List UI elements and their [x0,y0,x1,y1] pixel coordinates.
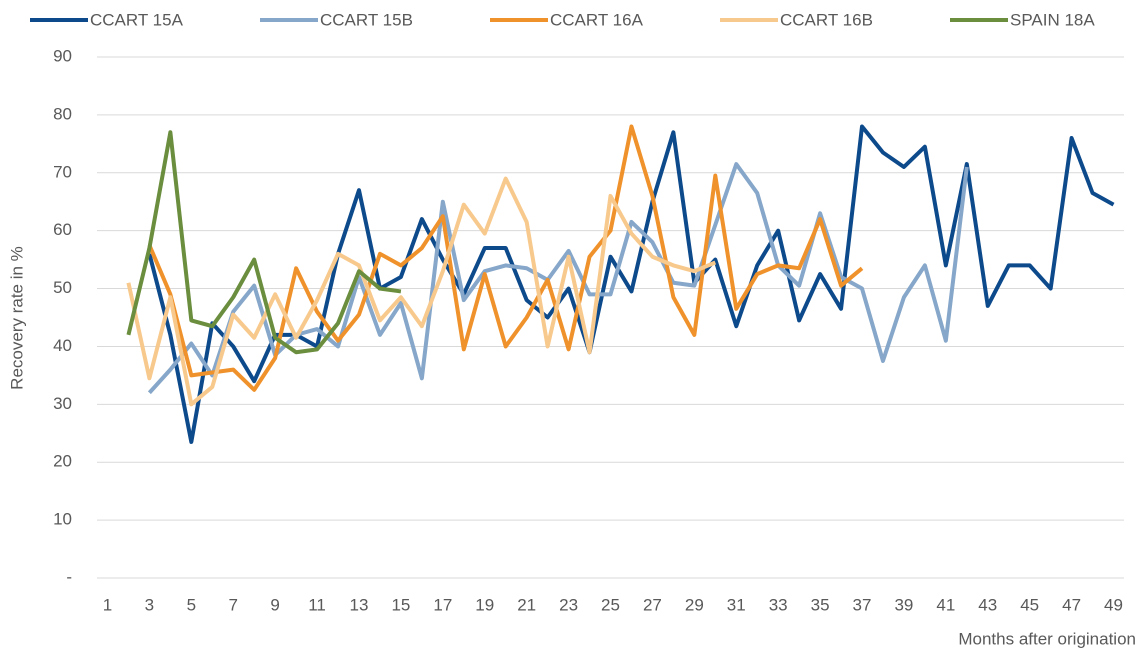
series-line [147,124,864,392]
y-tick-label: - [66,567,72,586]
legend-label: CCART 16A [550,10,644,29]
x-tick-label: 47 [1062,595,1081,614]
x-tick-label: 13 [350,595,369,614]
y-axis-label: Recovery rate in % [7,246,26,390]
x-tick-label: 5 [187,595,196,614]
x-tick-label: 35 [811,595,830,614]
series-line [126,130,402,355]
x-tick-label: 11 [308,595,326,614]
y-tick-label: 20 [53,452,72,471]
y-tick-label: 40 [53,336,72,355]
x-tick-label: 7 [229,595,238,614]
y-tick-label: 10 [53,510,72,529]
x-tick-label: 17 [433,595,452,614]
series-line [147,162,969,395]
x-tick-label: 43 [978,595,997,614]
x-tick-label: 15 [391,595,410,614]
x-tick-label: 33 [769,595,788,614]
series-line [147,124,1115,444]
series-line [126,176,717,407]
y-tick-label: 90 [53,46,72,65]
legend-label: CCART 15A [90,10,184,29]
x-tick-label: 27 [643,595,662,614]
legend-label: CCART 15B [320,10,413,29]
y-tick-label: 50 [53,278,72,297]
x-tick-label: 31 [727,595,746,614]
x-tick-label: 49 [1104,595,1123,614]
x-tick-label: 1 [103,595,112,614]
x-tick-label: 3 [145,595,154,614]
x-tick-label: 19 [475,595,494,614]
x-tick-label: 21 [517,595,536,614]
x-tick-label: 29 [685,595,704,614]
x-tick-label: 23 [559,595,578,614]
x-axis-label: Months after origination [958,629,1136,648]
y-tick-label: 30 [53,394,72,413]
y-tick-label: 80 [53,104,72,123]
x-tick-label: 25 [601,595,620,614]
x-tick-label: 39 [894,595,913,614]
x-tick-label: 37 [853,595,872,614]
x-tick-label: 41 [936,595,955,614]
y-tick-label: 60 [53,220,72,239]
legend-label: CCART 16B [780,10,873,29]
x-tick-label: 9 [270,595,279,614]
y-tick-label: 70 [53,162,72,181]
legend-label: SPAIN 18A [1010,10,1095,29]
x-tick-label: 45 [1020,595,1039,614]
